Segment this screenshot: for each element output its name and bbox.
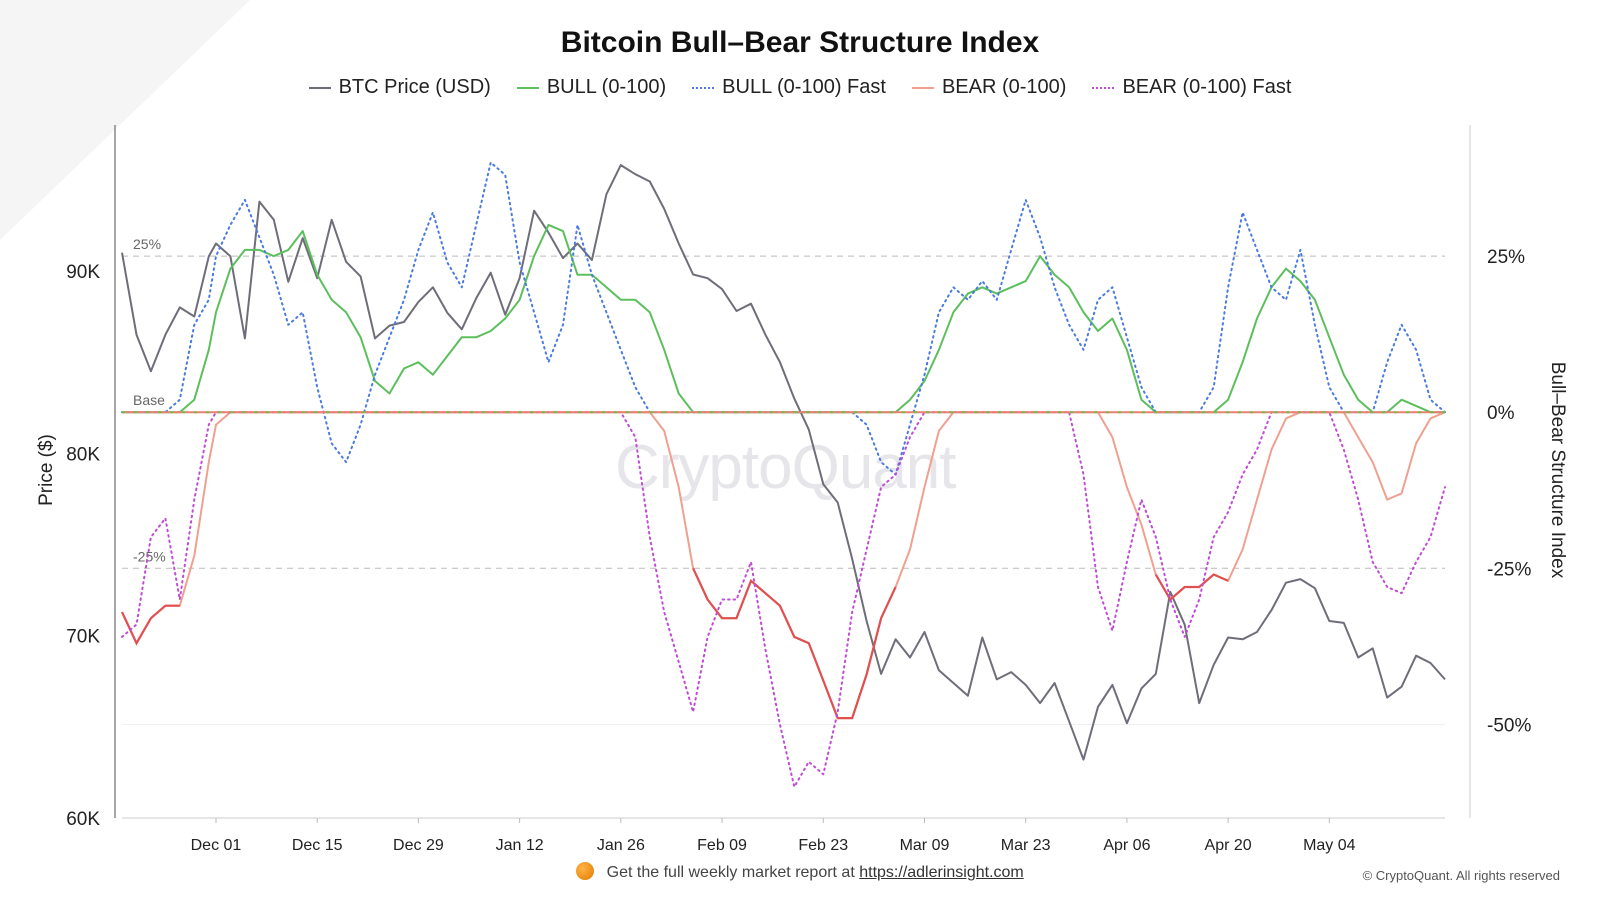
- chart-title: Bitcoin Bull–Bear Structure Index: [560, 26, 1040, 59]
- right-tick-label: 0%: [1487, 403, 1515, 424]
- legend-label: BTC Price (USD): [338, 76, 491, 98]
- x-tick-label: Apr 06: [1103, 837, 1150, 854]
- legend-label: BEAR (0-100) Fast: [1122, 76, 1292, 98]
- reference-line-label: 25%: [133, 236, 161, 252]
- x-tick-label: Feb 23: [798, 837, 848, 854]
- series-line-btc-price-usd: [121, 164, 1446, 761]
- left-tick-label: 90K: [66, 262, 100, 283]
- reference-line-label: Base: [133, 392, 165, 408]
- legend-item[interactable]: BTC Price (USD): [308, 76, 491, 99]
- series-line-bull-0-100-fast: [121, 161, 1446, 476]
- left-tick-label: 70K: [66, 627, 100, 648]
- footer-note: Get the full weekly market report at htt…: [0, 862, 1600, 882]
- x-tick-label: May 04: [1303, 837, 1356, 854]
- right-axis-title: Bull–Bear Structure Index: [1547, 362, 1568, 579]
- legend-swatch: [692, 86, 715, 89]
- legend-item[interactable]: BEAR (0-100) Fast: [1092, 76, 1291, 99]
- x-tick-label: Feb 09: [697, 837, 747, 854]
- copyright-notice: © CryptoQuant. All rights reserved: [1362, 868, 1560, 883]
- x-tick-label: Dec 01: [191, 837, 242, 854]
- x-tick-label: Apr 20: [1205, 837, 1252, 854]
- chart-legend: BTC Price (USD) BULL (0-100) BULL (0-100) …: [0, 76, 1600, 99]
- series-line-bear-0-100-emphasis: [1154, 573, 1229, 602]
- series-line-bear-0-100-emphasis: [692, 567, 897, 720]
- report-link[interactable]: https://adlerinsight.com: [859, 864, 1024, 881]
- x-tick-label: Jan 12: [496, 837, 544, 854]
- series-line-bull-0-100: [122, 223, 1445, 414]
- legend-swatch: [516, 86, 539, 89]
- series-line-bear-0-100: [121, 411, 1446, 720]
- legend-swatch: [308, 86, 331, 89]
- right-tick-label: -25%: [1487, 559, 1531, 580]
- legend-label: BULL (0-100): [546, 76, 667, 98]
- coin-icon: [576, 862, 595, 880]
- legend-item[interactable]: BULL (0-100) Fast: [692, 76, 886, 99]
- right-tick-label: 25%: [1487, 247, 1525, 268]
- series-line-bear-0-100-fast: [121, 411, 1446, 788]
- x-tick-label: Dec 29: [393, 837, 444, 854]
- legend-label: BEAR (0-100): [941, 76, 1067, 98]
- left-tick-label: 80K: [66, 444, 100, 465]
- legend-item[interactable]: BULL (0-100): [516, 76, 667, 99]
- x-tick-label: Jan 26: [597, 837, 645, 854]
- right-tick-label: -50%: [1487, 715, 1531, 736]
- legend-item[interactable]: BEAR (0-100): [911, 76, 1067, 99]
- x-tick-label: Mar 09: [900, 837, 950, 854]
- footer-text: Get the full weekly market report at: [606, 864, 855, 881]
- legend-swatch: [911, 86, 934, 89]
- legend-label: BULL (0-100) Fast: [722, 76, 886, 98]
- x-tick-label: Dec 15: [292, 837, 343, 854]
- reference-line-label: -25%: [133, 548, 166, 564]
- left-axis-title: Price ($): [36, 434, 57, 506]
- series-line-bear-0-100-emphasis: [121, 604, 180, 646]
- x-tick-label: Mar 23: [1001, 837, 1051, 854]
- left-tick-label: 60K: [66, 809, 100, 830]
- legend-swatch: [1092, 86, 1115, 89]
